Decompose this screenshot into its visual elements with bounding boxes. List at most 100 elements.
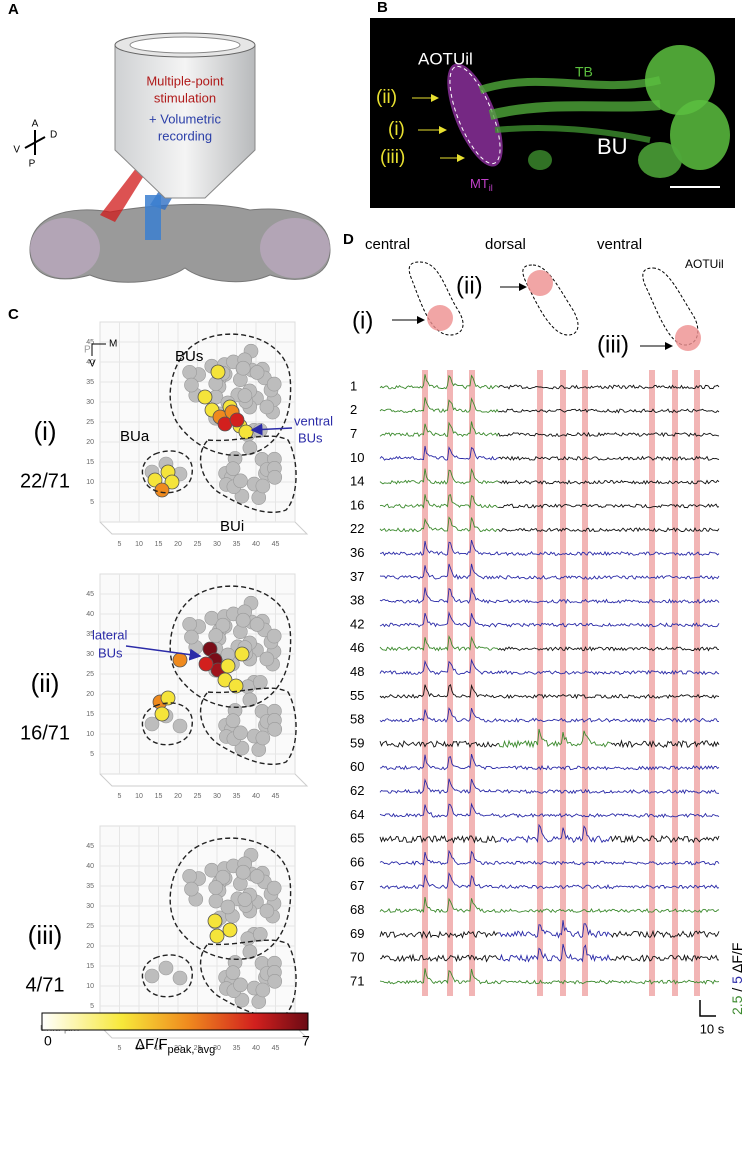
neuron-dot bbox=[249, 365, 265, 380]
colorbar-label-main: ΔF/F bbox=[135, 1036, 168, 1053]
stim-band bbox=[537, 370, 543, 996]
responding-dot bbox=[209, 928, 225, 944]
neuron-dot bbox=[267, 469, 283, 485]
compass-label: P bbox=[29, 159, 36, 170]
region-outline bbox=[141, 450, 193, 494]
trace-label: 66 bbox=[350, 854, 364, 869]
stim-band bbox=[447, 370, 453, 996]
y-tick-label: 25 bbox=[86, 419, 94, 426]
neuron-dot bbox=[242, 440, 258, 456]
colorbar-label-sub: peak, avg bbox=[168, 1044, 216, 1056]
neuron-dot bbox=[249, 617, 265, 632]
neuron-dot bbox=[259, 399, 275, 415]
trace-label: 69 bbox=[350, 926, 364, 941]
region-label: BU bbox=[597, 134, 628, 159]
schematic-label: (ii) bbox=[456, 272, 483, 299]
trace bbox=[379, 897, 720, 914]
region-outline bbox=[169, 837, 292, 960]
trace-label: 62 bbox=[350, 783, 364, 798]
y-tick-label: 40 bbox=[86, 863, 94, 870]
traces: 1 2 7 10 14 16 22 36 37 38 42 46 48 55 58 59 60 62 64 65 66 6… bbox=[350, 370, 720, 996]
x-tick-label: 20 bbox=[174, 793, 182, 800]
x-tick-label: 10 bbox=[135, 1045, 143, 1052]
region-header: central bbox=[365, 236, 410, 253]
panel-c: 5 10 15 20 25 30 35 40 45 5 10 15 20 25 30 35 40 45 BUs BUa… bbox=[84, 321, 333, 1052]
y-tick-label: 45 bbox=[86, 843, 94, 850]
neuron-dot bbox=[235, 612, 251, 628]
row-count: 16/71 bbox=[20, 722, 70, 744]
region-outline bbox=[169, 585, 292, 708]
neuron-dot bbox=[225, 965, 241, 980]
panel-label: C bbox=[8, 306, 19, 323]
y-tick-label: 10 bbox=[86, 983, 94, 990]
compass-label: P bbox=[84, 345, 91, 356]
subplot: 5 10 15 20 25 30 35 40 45 5 10 15 20 25 30 35 40 45 bbox=[86, 825, 309, 1052]
scale-sep: / bbox=[729, 984, 745, 996]
region-header: dorsal bbox=[485, 236, 526, 253]
trace bbox=[610, 739, 720, 749]
x-tick-label: 40 bbox=[252, 541, 260, 548]
trace bbox=[379, 516, 499, 533]
trace bbox=[379, 587, 720, 604]
neuron-dot bbox=[240, 931, 256, 947]
responding-dot bbox=[154, 482, 170, 498]
y-tick-label: 10 bbox=[86, 731, 94, 738]
trace bbox=[610, 929, 720, 939]
trace bbox=[498, 431, 720, 438]
responding-dot bbox=[207, 913, 223, 929]
x-tick-label: 25 bbox=[194, 541, 202, 548]
trace-label: 59 bbox=[350, 735, 364, 750]
trace bbox=[498, 943, 612, 963]
neuron-dot bbox=[220, 899, 236, 915]
neuron-dot bbox=[259, 651, 275, 667]
trace bbox=[379, 397, 499, 414]
responding-dot bbox=[154, 706, 170, 722]
x-tick-label: 45 bbox=[272, 541, 280, 548]
trace-label: 64 bbox=[350, 807, 364, 822]
trace-label: 7 bbox=[350, 426, 357, 441]
callout: BUs bbox=[298, 430, 323, 445]
region-label: (iii) bbox=[380, 147, 405, 168]
base-plane bbox=[99, 773, 309, 787]
scale-a: 2.5 bbox=[729, 995, 745, 1015]
base-plane bbox=[99, 521, 309, 535]
trace-label: 58 bbox=[350, 712, 364, 727]
neuron-dot bbox=[234, 992, 250, 1008]
trace bbox=[379, 658, 720, 676]
trace-label: 14 bbox=[350, 474, 364, 489]
neuron-dot bbox=[252, 674, 268, 690]
responding-dot bbox=[220, 658, 236, 674]
region-label: (i) bbox=[388, 119, 405, 140]
neuron-dot bbox=[208, 628, 224, 643]
trace-label: 71 bbox=[350, 973, 364, 988]
region-label: BUi bbox=[220, 518, 244, 535]
trace bbox=[379, 802, 720, 819]
schematic-label: (i) bbox=[352, 307, 373, 334]
y-tick-label: 30 bbox=[86, 651, 94, 658]
trace bbox=[498, 384, 720, 390]
trace-label: 10 bbox=[350, 450, 364, 465]
neuron-dot bbox=[182, 364, 197, 380]
neuron-dot bbox=[234, 740, 250, 756]
trace bbox=[379, 740, 499, 749]
annotation: recording bbox=[158, 128, 212, 143]
responding-dot bbox=[222, 922, 238, 938]
trace-label: 48 bbox=[350, 664, 364, 679]
y-tick-label: 45 bbox=[86, 339, 94, 346]
trace bbox=[379, 849, 720, 866]
y-tick-label: 15 bbox=[86, 963, 94, 970]
trace bbox=[379, 374, 499, 390]
trace bbox=[379, 753, 720, 771]
trace bbox=[379, 835, 499, 844]
y-tick-label: 30 bbox=[86, 903, 94, 910]
trace-label: 16 bbox=[350, 497, 364, 512]
x-tick-label: 25 bbox=[194, 793, 202, 800]
schematic-label: (iii) bbox=[597, 331, 629, 358]
annotation: + Volumetric bbox=[149, 111, 221, 126]
compass-label: V bbox=[89, 359, 96, 370]
trace bbox=[379, 421, 499, 438]
responding-dot bbox=[198, 656, 214, 672]
trace bbox=[498, 920, 612, 939]
trace bbox=[379, 872, 720, 890]
